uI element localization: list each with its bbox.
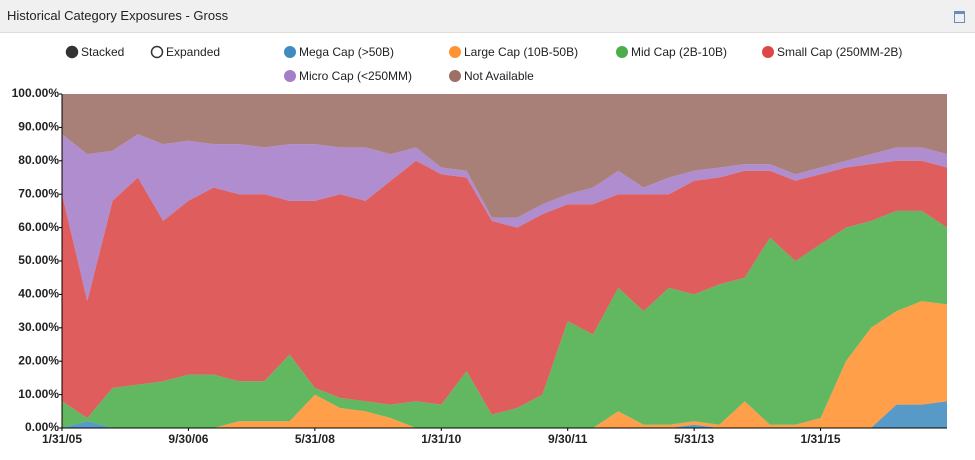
y-tick-label: 60.00% — [18, 220, 59, 234]
area — [62, 210, 947, 428]
y-tick-label: 0.00% — [25, 420, 59, 434]
y-tick-label: 50.00% — [18, 253, 59, 267]
legend-label: Large Cap (10B-50B) — [464, 45, 578, 59]
legend-label: Small Cap (250MM-2B) — [777, 45, 902, 59]
radio-button[interactable] — [150, 45, 164, 59]
y-tick-label: 30.00% — [18, 320, 59, 334]
legend-label: Mid Cap (2B-10B) — [631, 45, 727, 59]
x-tick-label: 9/30/11 — [548, 432, 588, 446]
panel-title: Historical Category Exposures - Gross — [7, 8, 229, 23]
x-tick-label: 1/31/15 — [801, 432, 841, 446]
legend-swatch — [284, 70, 296, 82]
legend-swatch — [284, 46, 296, 58]
area — [62, 94, 947, 218]
panel-header: Historical Category Exposures - Gross — [0, 0, 975, 33]
area — [62, 160, 947, 419]
legend-swatch — [449, 46, 461, 58]
legend-label: Micro Cap (<250MM) — [299, 69, 412, 83]
legend-swatch — [449, 70, 461, 82]
legend-label: Mega Cap (>50B) — [299, 45, 394, 59]
x-tick-label: 9/30/06 — [168, 432, 208, 446]
y-tick-label: 100.00% — [12, 86, 60, 100]
radio-button[interactable] — [65, 45, 79, 59]
x-tick-label: 5/31/13 — [674, 432, 714, 446]
y-tick-label: 40.00% — [18, 287, 59, 301]
area — [62, 301, 947, 428]
x-tick-label: 1/31/05 — [42, 432, 82, 446]
control-label: Expanded — [166, 45, 220, 59]
x-tick-label: 5/31/08 — [295, 432, 335, 446]
x-tick-label: 1/31/10 — [421, 432, 461, 446]
maximize-button[interactable] — [954, 11, 965, 23]
y-tick-label: 80.00% — [18, 153, 59, 167]
legend-label: Not Available — [464, 69, 534, 83]
y-tick-label: 20.00% — [18, 353, 59, 367]
legend-swatch — [762, 46, 774, 58]
control-label: Stacked — [81, 45, 124, 59]
y-tick-label: 90.00% — [18, 120, 59, 134]
y-tick-label: 70.00% — [18, 186, 59, 200]
legend-swatch — [616, 46, 628, 58]
y-tick-label: 10.00% — [18, 387, 59, 401]
